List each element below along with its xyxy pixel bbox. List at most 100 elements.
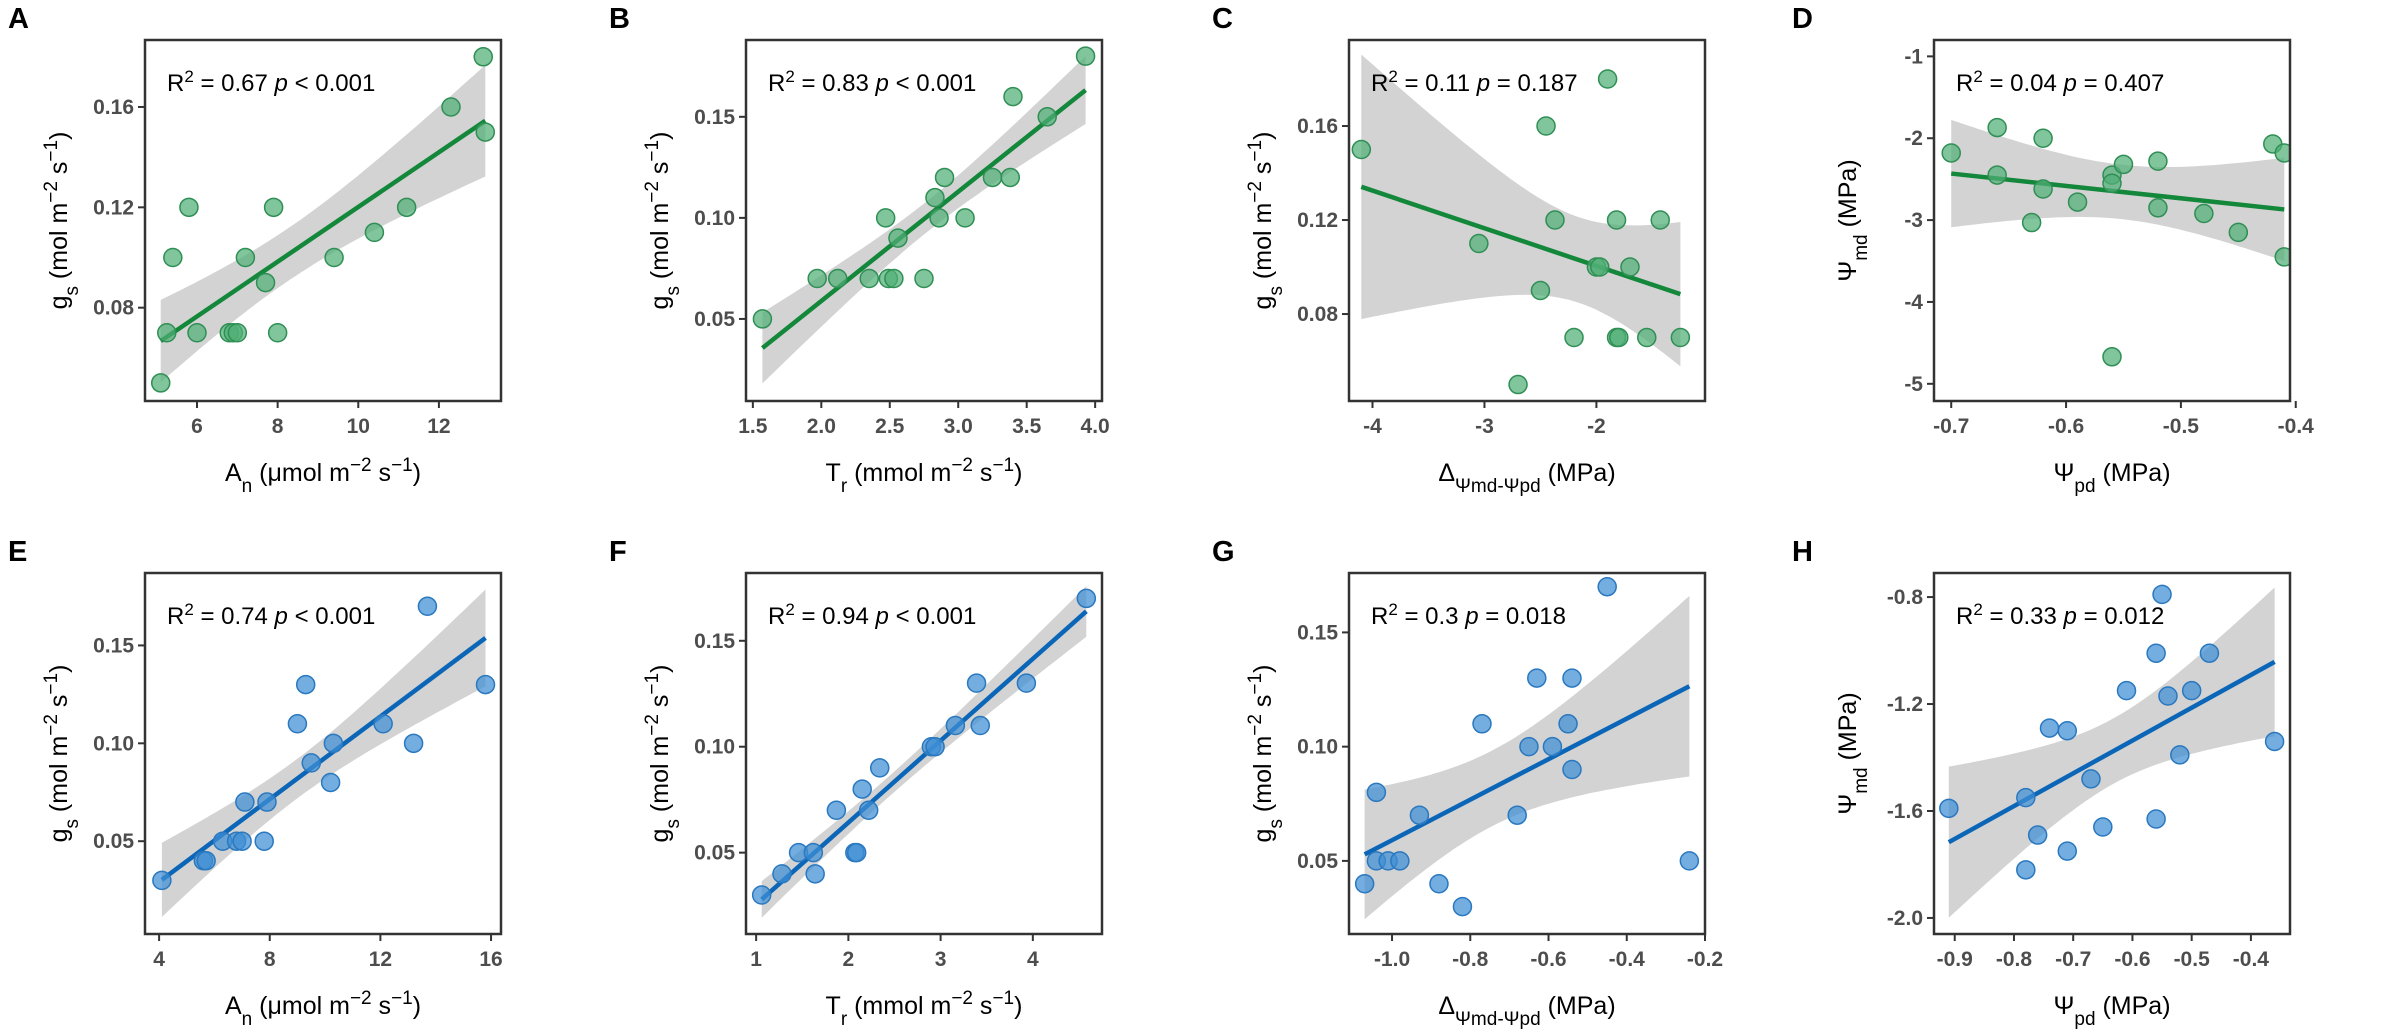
data-point (1609, 327, 1629, 348)
y-axis-title-part: (mol m (646, 736, 674, 819)
plot-frame (1347, 571, 1707, 936)
y-axis-title-part: (mol m (1249, 736, 1277, 819)
y-axis-title-part: s (663, 286, 684, 296)
regression-annotation: R2 = 0.11 p = 0.187 (1371, 67, 1578, 98)
data-point (2228, 222, 2249, 243)
y-tick-label: 0.12 (1297, 209, 1338, 232)
x-axis-title: ΔΨmd-Ψpd (MPa) (1438, 459, 1615, 497)
data-point (914, 268, 934, 289)
x-axis-title-part: ) (1014, 992, 1022, 1020)
annotation-part: p (274, 603, 288, 630)
data-point (1452, 896, 1473, 917)
y-axis-title: Ψmd (MPa) (1834, 159, 1872, 281)
annotation-part: R (167, 70, 184, 97)
y-axis-title-part: (mol m (45, 203, 73, 286)
data-point (852, 779, 872, 799)
y-axis-title-part: g (646, 296, 674, 310)
x-axis-title-part: r (841, 476, 848, 497)
y-axis-title-part: s (62, 286, 83, 296)
data-point (324, 247, 344, 268)
y-axis-title: gs (mol m−2 s−1) (642, 132, 684, 310)
plot-area (752, 46, 1096, 384)
data-point (441, 97, 461, 117)
data-point (2016, 787, 2036, 808)
data-point (235, 247, 256, 268)
y-axis-title-part: −2 (41, 714, 62, 736)
y-axis-title-part: ) (45, 132, 73, 140)
y-axis-title-part: (MPa) (1834, 159, 1862, 234)
data-point (396, 197, 417, 218)
x-tick-label: -0.6 (1530, 948, 1566, 971)
data-point (473, 47, 494, 67)
y-axis-title-part: (mol m (45, 736, 73, 819)
data-point (1390, 851, 1410, 871)
data-point (2274, 143, 2290, 163)
data-point (1650, 210, 1670, 230)
data-point (925, 736, 945, 757)
annotation-part: 2 (1388, 67, 1397, 86)
x-axis-title-part: (μmol m (252, 459, 350, 487)
x-axis-title-part: (MPa) (1541, 459, 1616, 487)
y-axis-title-part: s (1249, 695, 1277, 714)
x-tick-label: 1.5 (738, 415, 768, 438)
data-point (364, 222, 385, 243)
panel-letter: E (8, 536, 27, 568)
data-point (2102, 347, 2122, 367)
y-axis-title-part: s (663, 819, 684, 829)
x-axis-title-part: −1 (391, 988, 413, 1009)
y-axis-title-part: s (646, 695, 674, 714)
annotation-part: < 0.001 (889, 70, 976, 97)
y-tick-label: -1.2 (1887, 693, 1923, 716)
data-point (1542, 736, 1563, 757)
annotation-part: p (2063, 603, 2077, 630)
data-point (287, 713, 308, 734)
y-axis-title-part: ) (1249, 132, 1277, 140)
x-axis-title-part: Ψmd-Ψpd (1455, 1009, 1541, 1030)
y-axis-title: gs (mol m−2 s−1) (1245, 132, 1287, 310)
annotation-part: = 0.018 (1479, 603, 1566, 630)
data-point (1530, 280, 1551, 301)
y-axis-title-part: g (1249, 296, 1277, 310)
data-point (846, 842, 867, 863)
annotation-part: 2 (785, 67, 794, 86)
x-axis-title-part: A (225, 459, 242, 487)
data-point (982, 167, 1003, 188)
data-point (859, 268, 879, 289)
data-point (955, 208, 975, 228)
data-point (1536, 116, 1556, 136)
data-point (751, 885, 772, 905)
annotation-part: 2 (1973, 67, 1982, 86)
data-point (1003, 86, 1023, 107)
y-tick-label: 0.08 (93, 297, 134, 320)
annotation-part: R (1956, 70, 1973, 97)
annotation-part: R (1956, 603, 1973, 630)
regression-annotation: R2 = 0.83 p < 0.001 (768, 67, 976, 98)
x-axis-title-part: pd (2074, 1009, 2095, 1030)
data-point (475, 122, 496, 142)
data-point (196, 851, 216, 871)
data-point (884, 268, 904, 289)
x-tick-label: 2.5 (875, 415, 905, 438)
x-tick-label: -2 (1587, 415, 1606, 438)
data-point (2057, 721, 2078, 741)
panel-letter: H (1792, 536, 1813, 568)
data-point (1508, 374, 1528, 395)
x-axis-title-part: T (826, 992, 841, 1020)
annotation-part: R (768, 603, 785, 630)
x-axis-title-part: −2 (951, 988, 973, 1009)
data-point (934, 167, 955, 188)
data-point (1429, 873, 1449, 894)
data-point (1354, 873, 1375, 894)
y-axis-title-part: −1 (41, 140, 62, 162)
y-tick-label: 0.15 (1297, 621, 1338, 644)
x-axis-title-part: n (242, 1009, 253, 1030)
annotation-part: = 0.04 (1983, 70, 2064, 97)
y-tick-label: 0.16 (1297, 115, 1338, 138)
data-point (1519, 736, 1539, 757)
data-point (826, 800, 847, 821)
x-axis-title-part: n (242, 476, 253, 497)
annotation-part: R (1371, 70, 1388, 97)
